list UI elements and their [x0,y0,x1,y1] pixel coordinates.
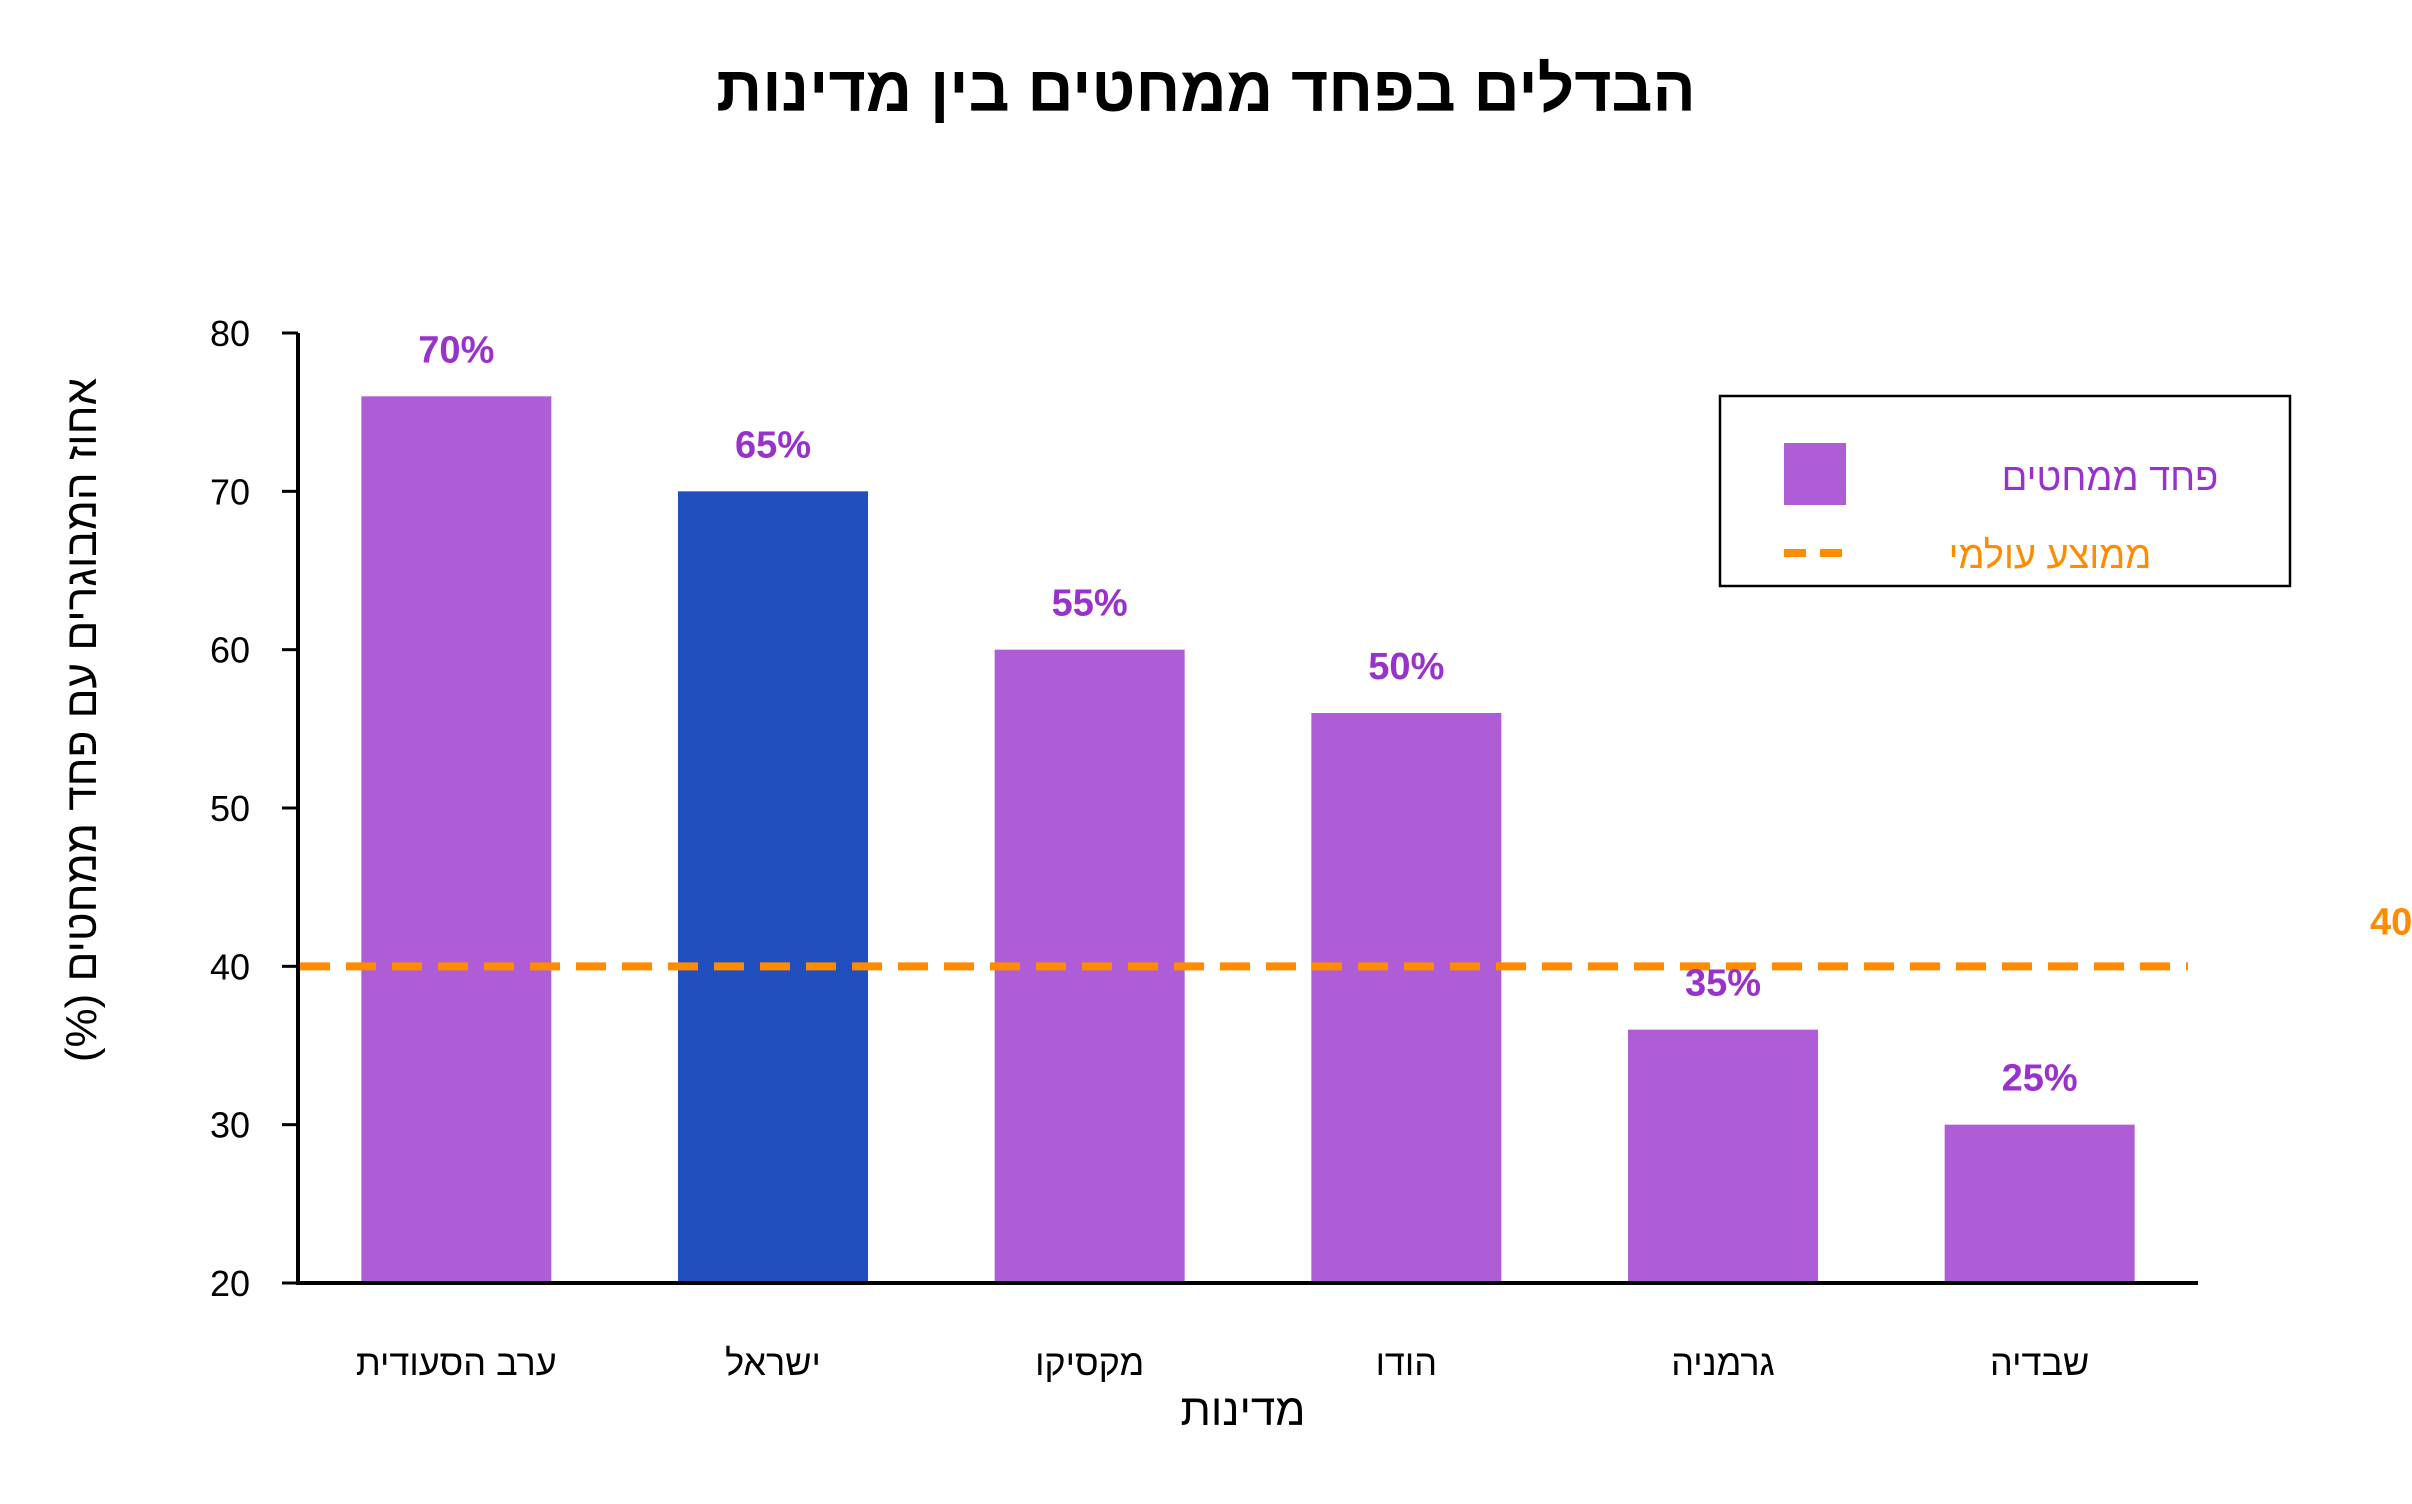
data-label-3: 55% [1052,583,1128,625]
legend: פחד ממחטים ממוצע עולמי [1718,394,2292,588]
y-tick-label-7: 80 [210,313,250,354]
legend-label-bars: פחד ממחטים [2002,457,2219,499]
bar-1 [361,396,552,1283]
data-label-1: 70% [418,329,494,371]
x-tick-label-4: הודו [1376,1342,1437,1383]
x-tick-labels-layer: ערב הסעודית ישראל מקסיקו הודו גרמניה שבדיה [356,1342,2089,1383]
axes-layer: 20 30 40 50 60 70 80 [210,313,2198,1304]
bar-2 [678,491,868,1283]
data-label-4: 50% [1368,646,1444,688]
data-label-2: 65% [735,424,811,466]
legend-swatch-bars [1784,443,1846,505]
bar-5 [1628,1029,1818,1283]
y-tick-label-3: 40 [210,946,250,987]
bars-layer [361,396,2135,1283]
x-tick-label-5: גרמניה [1671,1342,1775,1383]
x-tick-label-2: ישראל [725,1342,821,1383]
y-tick-label-2: 30 [210,1105,250,1146]
bar-4 [1311,713,1502,1283]
y-tick-label-5: 60 [210,630,250,671]
data-labels-layer: 70% 65% 55% 50% 35% 25% [418,329,2077,1099]
x-tick-label-1: ערב הסעודית [356,1342,557,1383]
y-tick-label-1: 20 [210,1263,250,1304]
y-tick-label-4: 50 [210,788,250,829]
x-tick-label-3: מקסיקו [1035,1342,1144,1383]
x-axis-title: מדינות [1181,1386,1306,1435]
reference-line-layer: ממוצע עולמי: 40% [300,901,2412,971]
data-label-5: 35% [1685,963,1761,1005]
y-axis-title: אחוז המבוגרים עם פחד ממחטים (%) [57,377,106,1062]
chart-title: הבדלים בפחד ממחטים בין מדינות [716,53,1696,125]
bar-6 [1944,1124,2135,1283]
reference-line-label: ממוצע עולמי: 40% [2370,901,2412,943]
data-label-6: 25% [2002,1058,2078,1100]
legend-label-refline: ממוצע עולמי [1949,535,2152,577]
x-tick-label-6: שבדיה [1990,1342,2089,1383]
y-tick-label-6: 70 [210,471,250,512]
